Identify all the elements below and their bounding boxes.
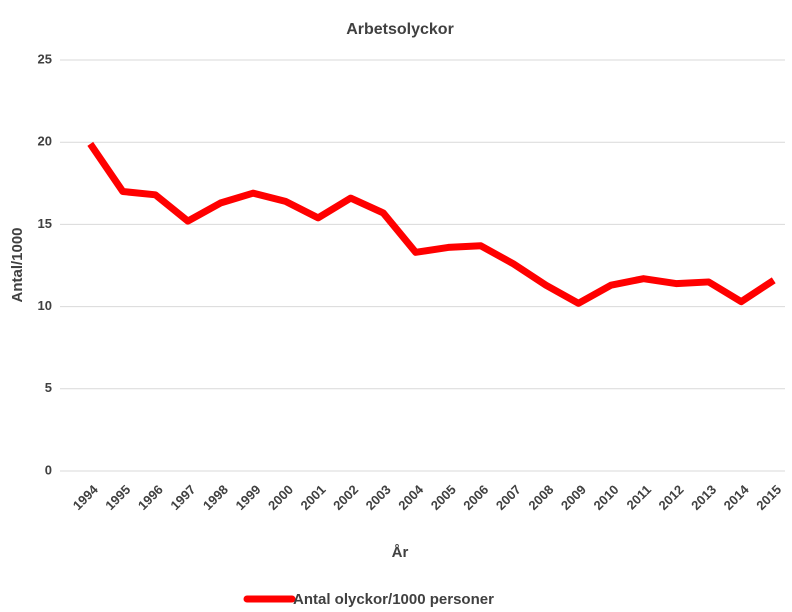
y-axis-label: Antal/1000: [9, 227, 26, 302]
y-tick-label: 25: [38, 51, 52, 66]
x-tick-label: 2005: [428, 482, 459, 513]
x-tick-label: 2015: [753, 482, 784, 513]
x-tick-label: 2002: [330, 482, 361, 513]
data-line: [87, 141, 776, 307]
x-tick-label: 1994: [70, 481, 102, 513]
chart-title: Arbetsolyckor: [346, 21, 454, 38]
x-tick-label: 2000: [265, 482, 296, 513]
x-tick-label: 2010: [590, 482, 621, 513]
y-tick-label: 10: [38, 298, 52, 313]
x-tick-label: 1999: [232, 482, 263, 513]
x-tick-label: 2007: [493, 482, 524, 513]
x-axis-label: År: [392, 544, 409, 561]
x-tick-label: 1997: [167, 482, 198, 513]
legend-label: Antal olyckor/1000 personer: [293, 591, 494, 608]
y-tick-label: 20: [38, 134, 52, 149]
x-tick-label: 2008: [525, 482, 556, 513]
y-tick-label: 5: [45, 380, 52, 395]
x-tick-label: 2014: [721, 481, 753, 513]
y-tick-label: 15: [38, 216, 52, 231]
x-tick-label: 1996: [135, 482, 166, 513]
y-tick-label: 0: [45, 462, 52, 477]
x-tick-label: 1995: [102, 482, 133, 513]
x-tick-label: 2004: [395, 481, 427, 513]
x-tick-label: 2009: [558, 482, 589, 513]
x-tick-label: 2001: [298, 482, 329, 513]
x-tick-label: 2013: [688, 482, 719, 513]
x-tick-label: 2003: [363, 482, 394, 513]
x-tick-label: 2006: [460, 482, 491, 513]
x-tick-label: 2011: [624, 482, 655, 513]
x-tick-label: 2012: [656, 482, 687, 513]
x-tick-label: 1998: [200, 482, 231, 513]
